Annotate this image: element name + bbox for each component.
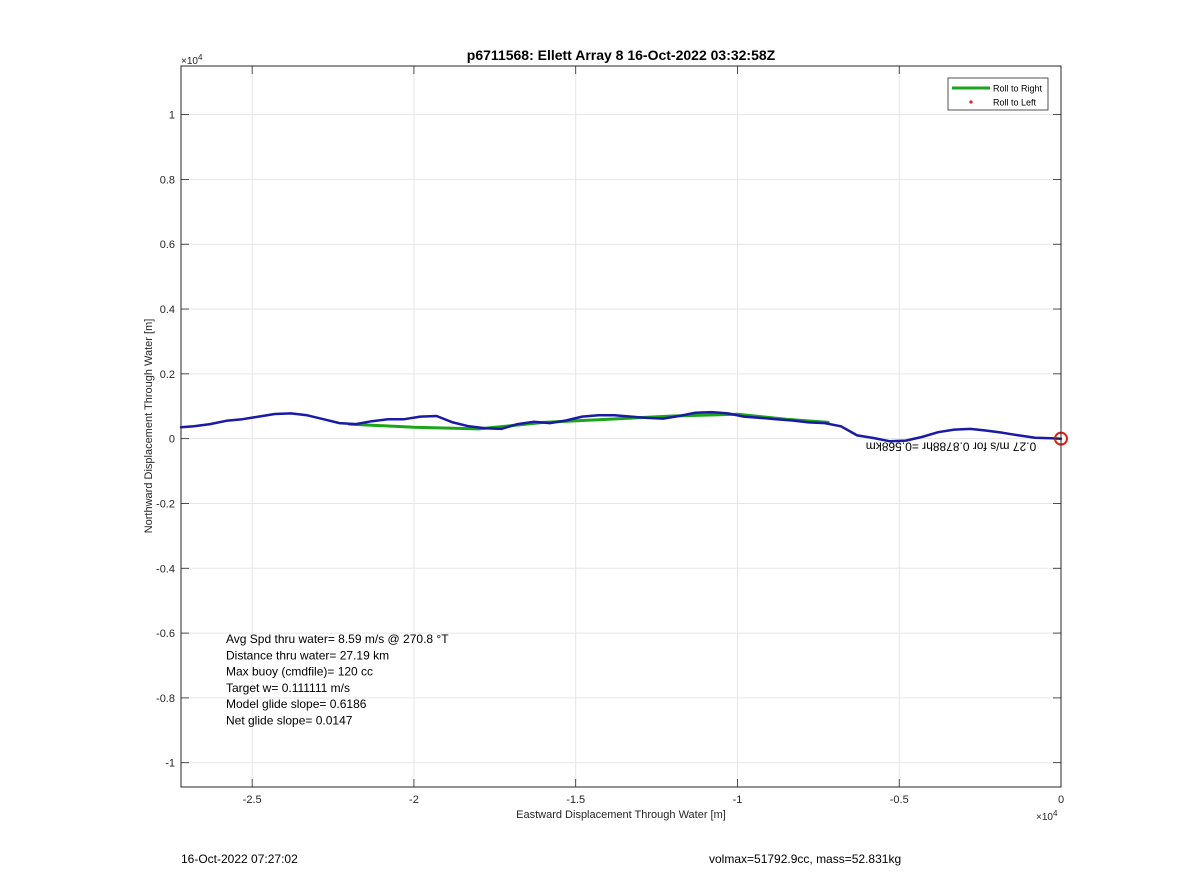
legend-swatch-dot [969, 100, 973, 104]
x-tick-label: -1 [733, 794, 743, 806]
series-line-2 [179, 410, 1063, 443]
y-tick-label: 0.4 [160, 304, 175, 316]
footer-info: volmax=51792.9cc, mass=52.831kg [709, 852, 902, 866]
x-axis-label: Eastward Displacement Through Water [m] [516, 809, 726, 821]
x-tick-label: -1.5 [566, 794, 585, 806]
y-tick-label: 1 [169, 110, 175, 122]
annotation-line: Max buoy (cmdfile)= 120 cc [226, 665, 373, 679]
y-tick-label: -0.4 [156, 563, 175, 575]
x-tick-label: -2 [409, 794, 419, 806]
annotation-block: Avg Spd thru water= 8.59 m/s @ 270.8 °T D… [226, 632, 449, 728]
annotation-line: Avg Spd thru water= 8.59 m/s @ 270.8 °T [226, 632, 449, 646]
y-tick-label: -0.6 [156, 628, 175, 640]
upside-down-label: 0.27 m/s for 0.8788hr =0.568km [866, 440, 1036, 454]
chart-title: p6711568: Ellett Array 8 16-Oct-2022 03:… [467, 47, 776, 63]
x-tick-label: -2.5 [243, 794, 262, 806]
x-tick-label: -0.5 [890, 794, 909, 806]
y-tick-label: 0 [169, 434, 175, 446]
x-exponent-label: ×104 [1036, 809, 1058, 823]
y-tick-label: 0.8 [160, 174, 175, 186]
y-tick-label: -1 [165, 758, 175, 770]
y-tick-label: -0.8 [156, 693, 175, 705]
y-tick-label: 0.2 [160, 369, 175, 381]
legend-label: Roll to Left [993, 98, 1037, 108]
annotation-line: Distance thru water= 27.19 km [226, 648, 389, 662]
legend-box [947, 77, 1049, 111]
plot-area [181, 66, 1061, 787]
plot-frame [180, 65, 1062, 788]
annotation-line: Model glide slope= 0.6186 [226, 697, 367, 711]
annotation-line: Target w= 0.111111 m/s [226, 681, 350, 695]
y-tick-label: 0.6 [160, 239, 175, 251]
y-tick-label: -0.2 [156, 498, 175, 510]
x-tick-label: 0 [1058, 794, 1064, 806]
legend-label: Roll to Right [993, 84, 1043, 94]
legend: Roll to Right Roll to Left [947, 77, 1049, 111]
annotation-line: Net glide slope= 0.0147 [226, 714, 353, 728]
axis-ticks: -2.5 -2 -1.5 -1 -0.5 0 -1 -0.8 -0.6 -0.4 -0.2 0 0.2 0… [156, 66, 1064, 806]
footer-timestamp: 16-Oct-2022 07:27:02 [181, 852, 298, 866]
y-exponent-label: ×104 [181, 53, 203, 67]
upside-down-label-group: 0.27 m/s for 0.8788hr =0.568km [866, 440, 1036, 454]
y-axis-label: Northward Displacement Through Water [m] [143, 319, 155, 534]
